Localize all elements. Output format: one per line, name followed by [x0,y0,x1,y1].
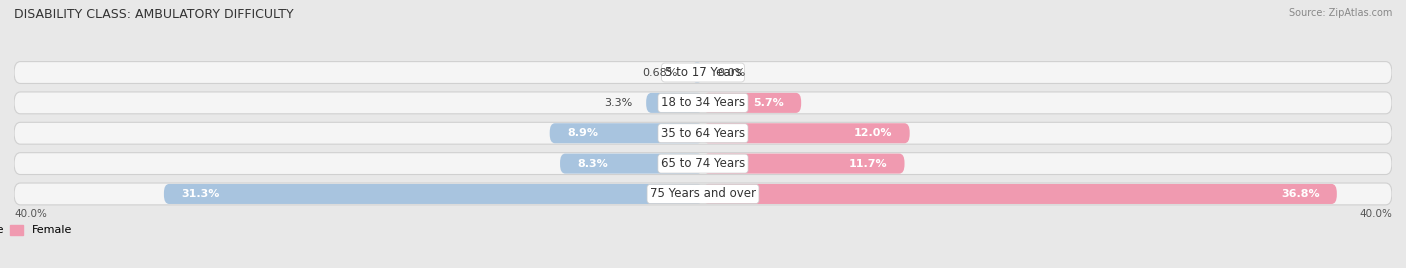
Text: 31.3%: 31.3% [181,189,219,199]
Text: 35 to 64 Years: 35 to 64 Years [661,127,745,140]
Text: 75 Years and over: 75 Years and over [650,187,756,200]
Text: 65 to 74 Years: 65 to 74 Years [661,157,745,170]
FancyBboxPatch shape [703,154,904,174]
FancyBboxPatch shape [692,62,703,83]
Text: 0.0%: 0.0% [717,68,745,77]
Text: 5.7%: 5.7% [754,98,785,108]
Text: 0.68%: 0.68% [643,68,678,77]
Legend: Male, Female: Male, Female [0,220,77,240]
FancyBboxPatch shape [560,154,703,174]
FancyBboxPatch shape [14,153,1392,174]
FancyBboxPatch shape [647,93,703,113]
Text: 8.3%: 8.3% [578,159,607,169]
Text: 5 to 17 Years: 5 to 17 Years [665,66,741,79]
FancyBboxPatch shape [550,123,703,143]
Text: DISABILITY CLASS: AMBULATORY DIFFICULTY: DISABILITY CLASS: AMBULATORY DIFFICULTY [14,8,294,21]
Text: 11.7%: 11.7% [849,159,887,169]
FancyBboxPatch shape [14,183,1392,205]
Text: 12.0%: 12.0% [853,128,893,138]
FancyBboxPatch shape [14,62,1392,83]
Text: 18 to 34 Years: 18 to 34 Years [661,96,745,109]
Text: 36.8%: 36.8% [1281,189,1320,199]
Text: 40.0%: 40.0% [14,209,46,219]
Text: 3.3%: 3.3% [605,98,633,108]
FancyBboxPatch shape [14,122,1392,144]
Text: 40.0%: 40.0% [1360,209,1392,219]
FancyBboxPatch shape [703,93,801,113]
Text: Source: ZipAtlas.com: Source: ZipAtlas.com [1288,8,1392,18]
FancyBboxPatch shape [703,123,910,143]
FancyBboxPatch shape [703,184,1337,204]
Text: 8.9%: 8.9% [567,128,598,138]
FancyBboxPatch shape [14,92,1392,114]
FancyBboxPatch shape [165,184,703,204]
